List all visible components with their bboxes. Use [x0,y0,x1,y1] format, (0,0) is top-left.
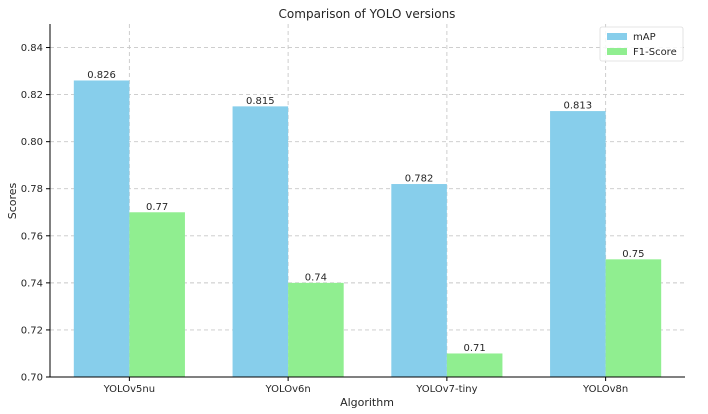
y-axis-title: Scores [6,182,19,219]
y-tick-label: 0.78 [21,184,43,195]
axes: 0.70 0.72 0.74 0.76 0.78 0.80 0.82 0.84 YOLOv5nu… [21,24,685,395]
bar-map-yolov7-tiny [391,184,447,377]
bar-f1-score-yolov6n [288,282,344,377]
bar-map-yolov5nu [73,80,130,377]
x-tick-label: YOLOv7-tiny [415,384,477,395]
chart-title: Comparison of YOLO versions [279,7,456,21]
bar-map-yolov6n [232,106,289,377]
bar-f1-score-yolov8n [605,259,662,377]
x-axis-title: Algorithm [340,396,394,409]
data-label-map: 0.815 [246,96,275,107]
y-tick-label: 0.70 [21,373,43,384]
data-label-f1-score: 0.77 [146,202,168,213]
data-label-f1-score: 0.75 [622,249,644,260]
data-label-f1-score: 0.74 [305,272,327,283]
legend-swatch-map [607,33,627,40]
legend-swatch-f1-score [607,48,627,55]
legend-label-map: mAP [633,32,656,43]
data-label-map: 0.782 [405,174,434,185]
data-label-f1-score: 0.71 [464,343,486,354]
bar-map-yolov8n [550,111,606,377]
y-tick-label: 0.76 [21,231,43,242]
bar-f1-score-yolov5nu [129,212,185,377]
y-tick-label: 0.72 [21,325,43,336]
data-label-map: 0.813 [564,101,593,112]
bars [73,80,662,377]
data-labels: 0.826 0.815 0.782 0.813 0.77 0.74 0.71 0.75 [87,70,644,354]
y-tick-label: 0.80 [21,137,43,148]
x-tick-label: YOLOv5nu [103,384,155,395]
y-tick-label: 0.82 [21,90,43,101]
y-tick-label: 0.74 [21,278,43,289]
x-tick-label: YOLOv6n [265,384,311,395]
bar-f1-score-yolov7-tiny [446,353,503,377]
x-tick-label: YOLOv8n [582,384,628,395]
legend: mAP F1-Score [599,26,684,62]
y-tick-label: 0.84 [21,43,43,54]
legend-label-f1-score: F1-Score [633,47,677,58]
data-label-map: 0.826 [87,70,116,81]
